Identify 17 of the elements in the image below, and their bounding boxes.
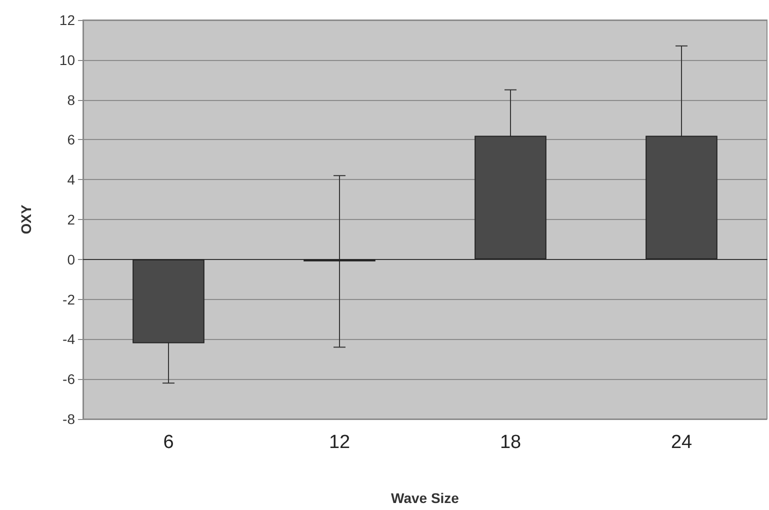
y-tick-label: -2 [62, 291, 76, 308]
y-tick-label: 12 [59, 12, 76, 28]
x-tick-label: 24 [670, 432, 692, 453]
y-tick-label: -6 [62, 371, 76, 388]
y-tick-label: 2 [67, 212, 76, 228]
y-tick-label: 4 [67, 172, 76, 188]
y-tick-label: -4 [62, 331, 76, 348]
x-axis-title: Wave Size [391, 490, 460, 506]
y-tick-label: 10 [59, 52, 76, 68]
x-tick-label: 18 [500, 432, 522, 453]
y-axis-title: OXY [18, 204, 34, 234]
y-tick-label: 6 [67, 132, 76, 148]
x-tick-label: 12 [328, 432, 350, 453]
y-tick-label: -8 [62, 411, 76, 427]
y-tick-label: 8 [67, 92, 76, 108]
y-tick-label: 0 [67, 251, 76, 268]
x-tick-label: 6 [163, 432, 174, 453]
